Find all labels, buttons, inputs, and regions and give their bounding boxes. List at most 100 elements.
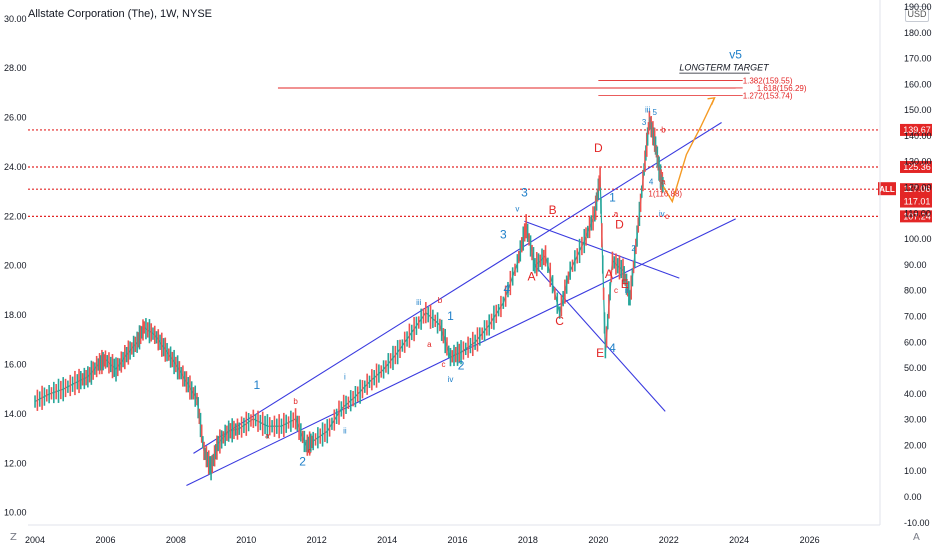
right-axis-tick: 90.00 [904,260,927,270]
right-axis-tick: 110.00 [904,208,931,218]
ticker-label: ALL [879,185,895,194]
wave-label: b [293,397,298,406]
right-axis-tick: 50.00 [904,363,927,373]
wave-label: 1 [609,191,616,205]
right-axis-tick: 0.00 [904,492,922,502]
wave-label: D [615,218,624,232]
price-series-layer [34,96,716,481]
wave-label: 1(116.88) [648,190,682,199]
wave-label: C [555,314,564,328]
left-axis-tick: 16.00 [4,360,27,370]
channel-line [193,122,722,454]
right-axis-tick: 70.00 [904,311,927,321]
left-axis-tick: 10.00 [4,508,27,518]
wave-label: 4 [609,341,616,355]
timezone-icon[interactable]: Z [10,532,17,543]
x-axis-tick: 2014 [377,535,397,545]
wave-label: c [441,360,445,369]
wave-label: i [344,372,346,381]
x-axis-tick: 2022 [659,535,679,545]
wave-label: ii [625,286,629,295]
wave-label: v [515,204,519,213]
x-axis-tick: 2026 [800,535,820,545]
right-axis-tick: 140.00 [904,131,932,141]
wave-label: c [308,446,312,455]
currency-badge[interactable]: USD [905,6,929,22]
right-axis-tick: 150.00 [904,105,932,115]
wave-label: 2 [631,244,636,253]
wave-label: b [438,296,443,305]
wave-label: a [427,340,432,349]
wave-label: 3 [521,186,528,200]
wave-label: 4 [649,177,654,186]
wave-label: 2 [458,358,465,372]
wave-label: A [527,270,535,284]
wave-label: 2 [299,455,306,469]
left-axis-tick: 14.00 [4,409,27,419]
chart-title: Allstate Corporation (The), 1W, NYSE [28,8,213,20]
right-axis-tick: 130.00 [904,157,932,167]
wave-label: iv [659,209,665,218]
level-price-label: 117.06 [904,184,931,194]
wave-label: iii [645,106,651,115]
x-axis-tick: 2004 [25,535,45,545]
level-price-label: 139.67 [903,125,931,135]
wave-label: 1 [447,309,454,323]
x-axis-tick: 2020 [588,535,608,545]
left-axis-tick: 26.00 [4,113,27,123]
price-line [34,119,665,471]
ticker-tag [878,182,896,196]
right-axis-tick: 190.00 [904,2,932,12]
wave-label: a [661,177,666,186]
right-axis-tick: 170.00 [904,54,932,64]
wave-label: E [621,277,629,291]
left-axis-tick: 22.00 [4,211,27,221]
x-axis-tick: 2010 [236,535,256,545]
level-price-label: 107.24 [903,211,931,221]
level-price-tag [900,183,932,196]
projection-path [662,97,716,204]
x-axis-tick: 2018 [518,535,538,545]
left-axis-tick: 24.00 [4,162,27,172]
right-axis-tick: 60.00 [904,337,927,347]
right-axis-tick: 160.00 [904,79,932,89]
right-axis-tick: 120.00 [904,183,932,193]
wave-label: c [614,286,618,295]
wave-label: B [549,203,557,217]
channel-line [534,265,666,412]
wave-label: iii [416,298,422,307]
left-axis-tick: 30.00 [4,14,27,24]
fib-label: 1.382(159.55) [743,77,793,86]
x-axis-tick: 2006 [95,535,115,545]
wave-label: iv [448,375,454,384]
wave-label: A [605,267,613,281]
wave-label: v5 [729,47,742,61]
projection-arrowhead [707,96,716,106]
wave-label: E [596,346,604,360]
level-price-tag [900,160,932,173]
right-axis-tick: 20.00 [904,440,927,450]
fib-label: 1.272(153.74) [743,91,793,100]
axes-layer: 30.0028.0026.0024.0022.0020.0018.0016.00… [4,0,932,545]
fib-label: 1.618(156.29) [757,84,807,93]
wave-label: 3 [500,228,507,242]
wave-label: 3 [642,118,647,127]
left-axis-tick: 20.00 [4,261,27,271]
wave-label: 1 [253,378,260,392]
level-price-tag [900,123,932,136]
left-axis-tick: 12.00 [4,458,27,468]
x-axis-tick: 2008 [166,535,186,545]
right-axis-tick: 100.00 [904,234,932,244]
wave-label: D [594,141,603,155]
wave-label: ii [343,427,347,436]
wave-label: 5 [652,108,657,117]
wave-label: a [614,209,619,218]
wave-label: c [665,212,669,221]
auto-scale-icon[interactable]: A [913,532,920,543]
target-label: LONGTERM TARGET [679,63,770,73]
wave-label: 4 [503,282,510,296]
x-axis-tick: 2024 [729,535,749,545]
second-price-label: 117.01 [904,197,931,207]
